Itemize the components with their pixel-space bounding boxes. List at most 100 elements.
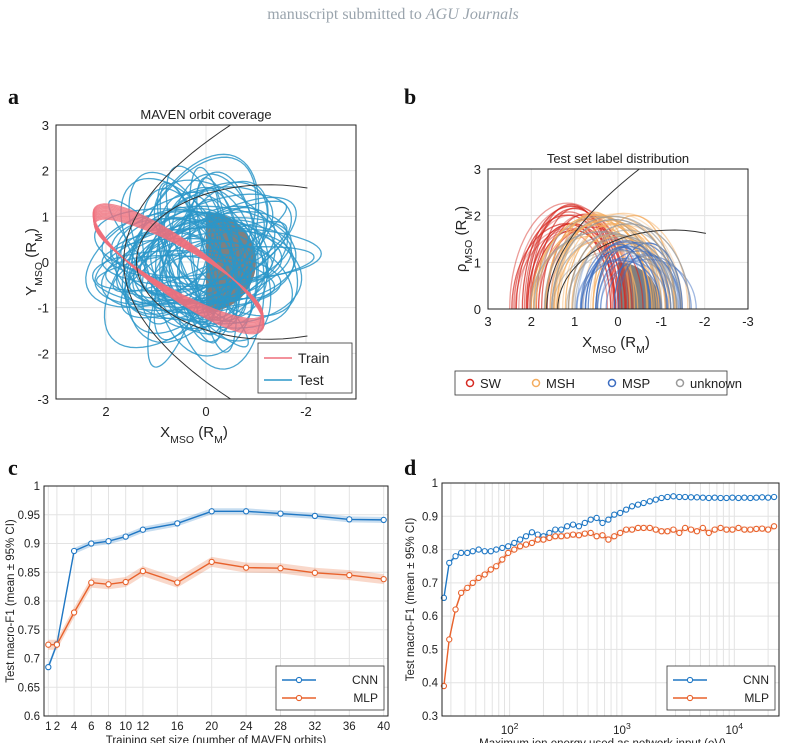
c-ytick-label: 1	[34, 481, 40, 493]
a-test-orbit	[153, 198, 223, 341]
b-unknown-arc	[552, 250, 679, 309]
d-mlp-point	[464, 584, 471, 591]
panel-label-b: b	[404, 84, 417, 109]
d-cnn-point	[487, 548, 494, 555]
journal-name: AGU Journals	[425, 6, 519, 23]
a-ylabel: YMSO (RM)	[23, 228, 45, 296]
d-cnn-point	[699, 494, 707, 501]
b-xtick-label: 1	[571, 314, 578, 329]
d-cnn-point	[759, 494, 766, 501]
d-cnn-point	[670, 493, 677, 500]
d-cnn-point	[504, 543, 512, 550]
d-cnn-point	[469, 548, 476, 555]
d-mlp-point	[475, 574, 482, 582]
d-mlp-point	[764, 526, 772, 533]
d-mlp-point	[499, 556, 506, 563]
c-ytick-label: 0.75	[18, 625, 40, 637]
d-mlp-point	[534, 536, 541, 543]
d-mlp-point	[546, 534, 553, 542]
d-mlp-point	[658, 528, 665, 535]
d-cnn-point	[534, 531, 541, 538]
c-xtick-label: 32	[309, 721, 322, 733]
d-mlp-point	[440, 682, 448, 690]
b-legend-unknown-marker	[675, 378, 685, 388]
d-xtick-label: 104	[726, 721, 744, 737]
c-xtick-label: 24	[240, 721, 253, 733]
b-msh-arc	[589, 235, 677, 309]
c-axes-frame	[43, 485, 389, 717]
a-legend-box	[257, 342, 353, 394]
d-mlp-point	[640, 524, 647, 532]
d-ytick-label: 0.5	[422, 644, 438, 656]
b-bow-shock	[546, 169, 641, 309]
b-title: Test set label distribution	[547, 151, 689, 166]
d-mlp-point	[770, 523, 778, 530]
b-unknown-arc	[551, 218, 678, 309]
b-msp-arc	[579, 241, 672, 309]
b-msh-arc	[562, 224, 660, 309]
c-mlp-point	[346, 571, 353, 579]
d-cnn-point	[440, 594, 448, 601]
c-cnn-point	[242, 508, 250, 515]
d-cnn-point	[493, 546, 500, 553]
a-ytick-label: 0	[42, 255, 49, 270]
c-mlp-point	[139, 567, 147, 575]
d-cnn-point	[676, 493, 683, 501]
d-legend-cnn-label: CNN	[743, 673, 769, 687]
a-mpb	[136, 184, 308, 340]
d-cnn-point	[723, 494, 730, 502]
c-xtick-label: 12	[137, 721, 150, 733]
d-cnn-point	[729, 494, 736, 501]
c-legend-cnn-label: CNN	[352, 673, 378, 687]
a-test-orbit	[176, 240, 270, 303]
a-test-orbit	[128, 205, 265, 303]
c-cnn-point	[88, 540, 95, 547]
d-mlp-point	[735, 524, 742, 532]
d-ytick-label: 0.7	[422, 578, 438, 590]
d-cnn-point	[711, 494, 718, 501]
c-mlp-point	[122, 578, 129, 586]
c-cnn-point	[380, 516, 387, 524]
c-xtick-label: 8	[105, 721, 111, 733]
a-ytick-label: 3	[42, 118, 49, 133]
b-xtick-label: -2	[699, 314, 711, 329]
d-mlp-point	[593, 533, 600, 540]
d-cnn-point	[511, 539, 518, 547]
d-ytick-label: 0.3	[422, 711, 438, 723]
c-xlabel: Training set size (number of MAVEN orbit…	[106, 735, 327, 743]
b-ylabel: ρMSO (RM)	[453, 206, 475, 272]
d-mlp-point	[540, 536, 547, 543]
c-cnn-point	[346, 516, 353, 523]
d-cnn-point	[628, 503, 636, 510]
d-mlp-point	[611, 533, 618, 540]
c-xtick-label: 2	[54, 721, 60, 733]
d-cnn-ci-band	[443, 494, 775, 600]
b-msp-arc	[599, 258, 697, 309]
c-legend-cnn-marker	[295, 676, 303, 684]
a-xtick-label: -2	[300, 404, 312, 419]
d-legend-box	[666, 665, 776, 711]
d-cnn-point	[457, 549, 465, 557]
a-train-orbit	[92, 203, 265, 335]
d-mlp-point	[599, 532, 606, 539]
c-ytick-label: 0.95	[18, 510, 40, 522]
c-xtick-label: 4	[71, 721, 78, 733]
d-mlp-point	[504, 549, 512, 557]
b-legend-msh-marker	[531, 378, 541, 388]
panel-a: MAVEN orbit coverage 2 0 -2 3 2 1 0 -1 -2 -3 XMSO (…	[23, 107, 357, 446]
d-mlp-point	[446, 636, 453, 643]
d-mlp-point	[664, 528, 671, 535]
d-mlp-point	[617, 529, 624, 537]
c-xtick-label: 20	[205, 721, 218, 733]
d-cnn-point	[741, 494, 748, 501]
d-mlp-point	[670, 526, 677, 533]
d-mlp-point	[587, 529, 594, 537]
c-mlp-point	[242, 564, 250, 571]
c-mlp-point	[380, 576, 387, 583]
b-mpb	[557, 229, 706, 309]
c-xtick-label: 1	[45, 721, 51, 733]
d-mlp-point	[563, 532, 571, 539]
d-mlp-point	[687, 526, 695, 533]
d-legend-mlp-marker	[686, 694, 694, 702]
